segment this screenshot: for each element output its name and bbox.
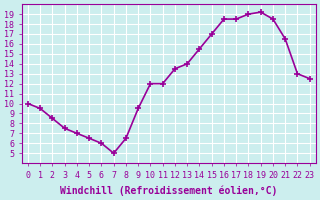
X-axis label: Windchill (Refroidissement éolien,°C): Windchill (Refroidissement éolien,°C) xyxy=(60,185,277,196)
